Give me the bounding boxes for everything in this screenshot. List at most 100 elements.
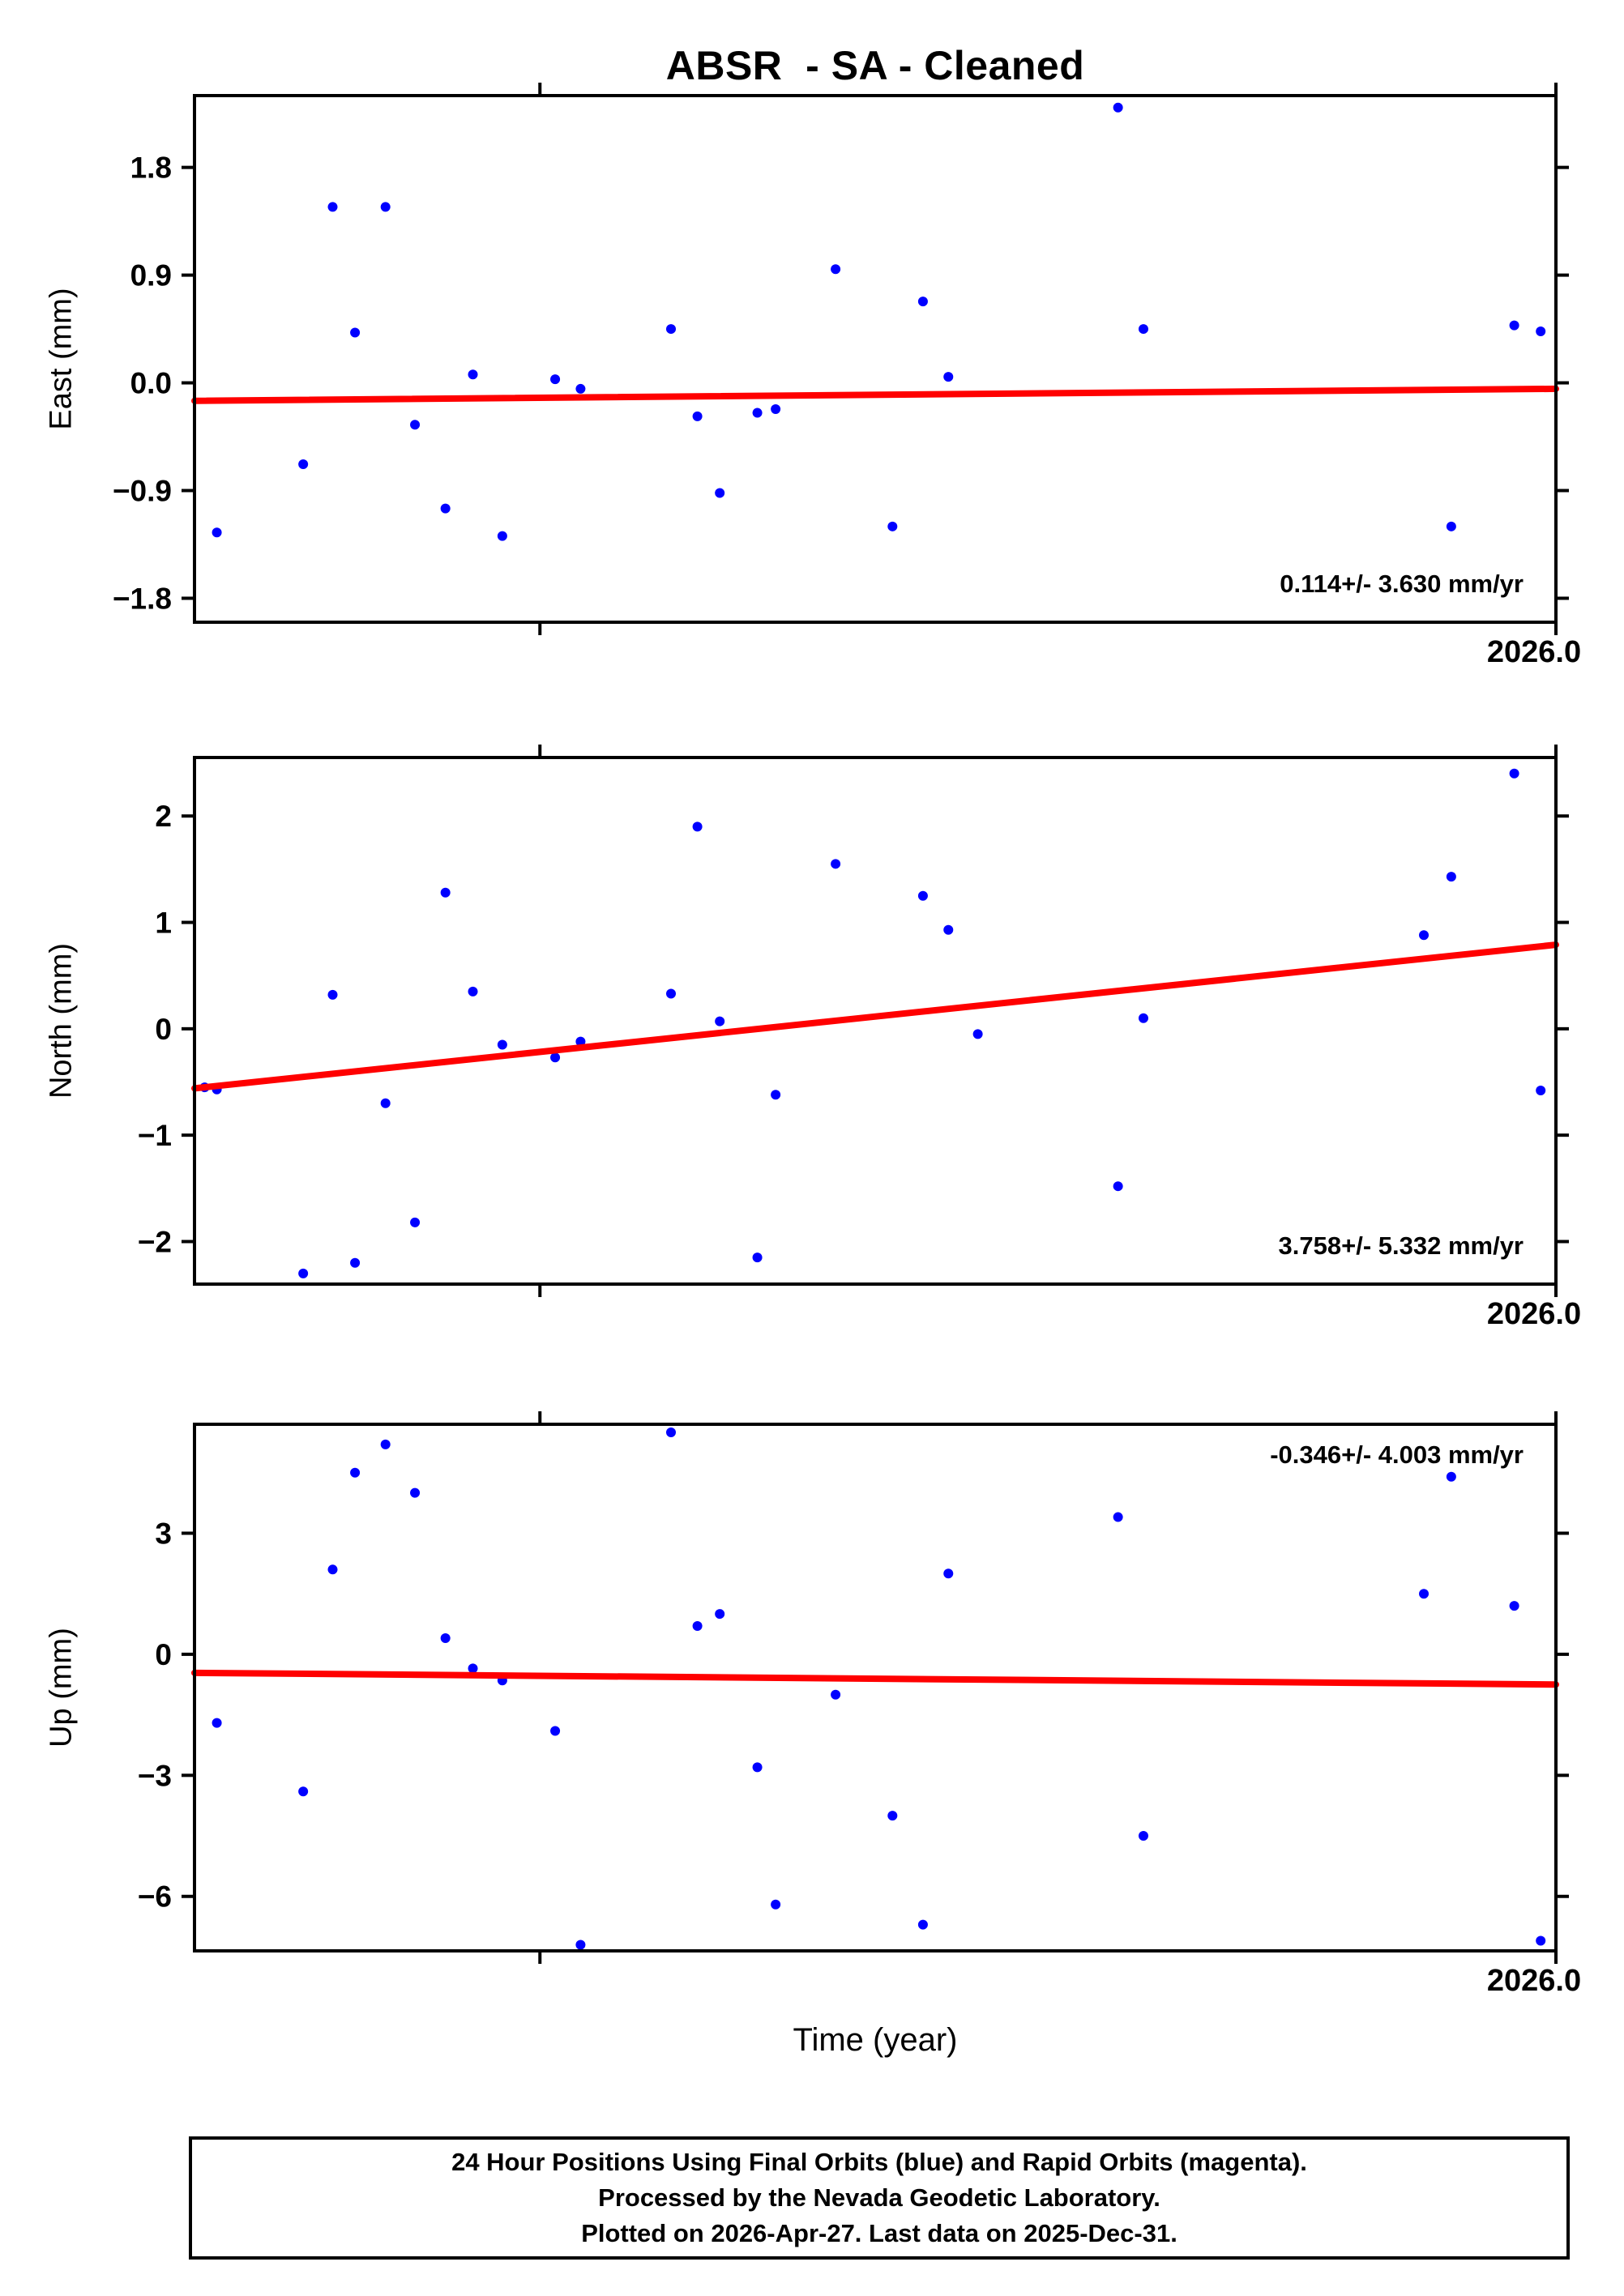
data-point	[298, 1268, 309, 1278]
y-tick-label: 3	[155, 1517, 172, 1550]
data-point	[943, 1568, 954, 1579]
y-tick-label: 0	[155, 1013, 172, 1046]
data-point	[752, 1253, 763, 1263]
data-point	[468, 369, 478, 380]
data-point	[327, 989, 338, 1000]
data-point	[771, 404, 781, 415]
data-point	[831, 859, 841, 869]
data-point	[468, 1663, 478, 1674]
panel-up: 3 0 −3 −6	[138, 1411, 1569, 1964]
data-point	[497, 1039, 507, 1050]
data-point	[410, 420, 421, 430]
y-axis-title-east: East (mm)	[44, 288, 79, 430]
data-point	[575, 1036, 586, 1047]
data-point	[410, 1217, 421, 1227]
data-point	[350, 1257, 361, 1268]
y-axis-title-north: North (mm)	[44, 942, 79, 1099]
panel-east: 1.8 0.9 0.0 −0.9 −1.8	[113, 83, 1569, 635]
plot-border	[193, 1423, 1558, 1952]
data-point	[550, 1726, 561, 1736]
data-point	[666, 988, 676, 999]
plot-border	[193, 756, 1558, 1286]
y-tick-label: 0.0	[130, 366, 172, 399]
data-point	[692, 822, 703, 832]
data-point	[298, 1786, 309, 1797]
footer-line-1: 24 Hour Positions Using Final Orbits (bl…	[451, 2148, 1307, 2176]
x-tick-label-east: 2026.0	[1486, 635, 1582, 669]
y-tick-label: 1.8	[130, 152, 172, 185]
data-point	[380, 202, 391, 212]
trend-annotation-up: -0.346+/- 4.003 mm/yr	[1270, 1440, 1524, 1469]
y-tick-label: 0	[155, 1638, 172, 1671]
data-point	[1446, 872, 1456, 882]
data-point	[917, 1919, 928, 1930]
data-point	[327, 1564, 338, 1575]
data-point	[1113, 102, 1123, 113]
data-point	[752, 408, 763, 418]
y-tick-label: −1	[138, 1119, 172, 1152]
data-point	[1113, 1181, 1123, 1192]
trend-annotation-east: 0.114+/- 3.630 mm/yr	[1280, 570, 1524, 598]
data-point	[972, 1029, 983, 1039]
data-point	[1138, 1013, 1148, 1023]
y-tick-label: −6	[138, 1880, 172, 1914]
x-tick-label-north: 2026.0	[1486, 1297, 1582, 1331]
data-point	[1509, 1601, 1519, 1611]
data-point	[410, 1487, 421, 1498]
data-point	[298, 459, 309, 469]
footer-line-3: Plotted on 2026-Apr-27. Last data on 202…	[581, 2219, 1177, 2247]
data-point	[550, 374, 561, 385]
plot-title: ABSR - SA - Cleaned	[665, 43, 1085, 88]
data-point	[440, 1632, 451, 1643]
y-tick-label: −2	[138, 1225, 172, 1258]
data-point	[692, 1621, 703, 1632]
data-point	[1509, 320, 1519, 331]
data-point	[666, 324, 676, 335]
footer-note: 24 Hour Positions Using Final Orbits (bl…	[189, 2136, 1570, 2260]
data-point	[350, 327, 361, 338]
data-point	[692, 411, 703, 421]
trend-line	[191, 1669, 1559, 1688]
x-tick-label-up: 2026.0	[1486, 1964, 1582, 1998]
data-point	[550, 1052, 561, 1063]
data-point	[440, 503, 451, 514]
data-point	[771, 1899, 781, 1910]
plot-border	[193, 94, 1558, 624]
y-tick-label: −3	[138, 1759, 172, 1792]
y-tick-label: 2	[155, 800, 172, 833]
data-point	[1536, 1086, 1546, 1096]
data-point	[917, 297, 928, 307]
data-point	[771, 1090, 781, 1100]
data-point	[943, 372, 954, 382]
data-point	[350, 1467, 361, 1478]
data-point	[1138, 1831, 1148, 1841]
data-point	[575, 1940, 586, 1950]
data-point	[1446, 521, 1456, 531]
trend-line	[191, 385, 1559, 404]
data-point	[715, 1609, 725, 1620]
y-tick-label: 0.9	[130, 259, 172, 292]
data-point	[440, 887, 451, 898]
data-point	[327, 202, 338, 212]
y-tick-label: −1.8	[113, 582, 172, 615]
data-point	[666, 1427, 676, 1437]
data-point	[1536, 1935, 1546, 1946]
data-point	[212, 1718, 222, 1728]
y-tick-label: 1	[155, 906, 172, 939]
data-point	[1138, 324, 1148, 335]
data-point	[1509, 768, 1519, 779]
footer-line-2: Processed by the Nevada Geodetic Laborat…	[598, 2183, 1160, 2212]
data-point	[887, 1811, 898, 1821]
data-point	[1446, 1471, 1456, 1482]
trend-annotation-north: 3.758+/- 5.332 mm/yr	[1278, 1231, 1524, 1260]
data-point	[715, 1016, 725, 1026]
data-point	[380, 1439, 391, 1449]
data-point	[887, 521, 898, 531]
data-point	[575, 383, 586, 394]
data-point	[715, 488, 725, 498]
data-point	[752, 1762, 763, 1773]
data-point	[831, 264, 841, 275]
panel-north: 2 1 0 −1 −2	[138, 745, 1569, 1297]
y-tick-label: −0.9	[113, 474, 172, 507]
